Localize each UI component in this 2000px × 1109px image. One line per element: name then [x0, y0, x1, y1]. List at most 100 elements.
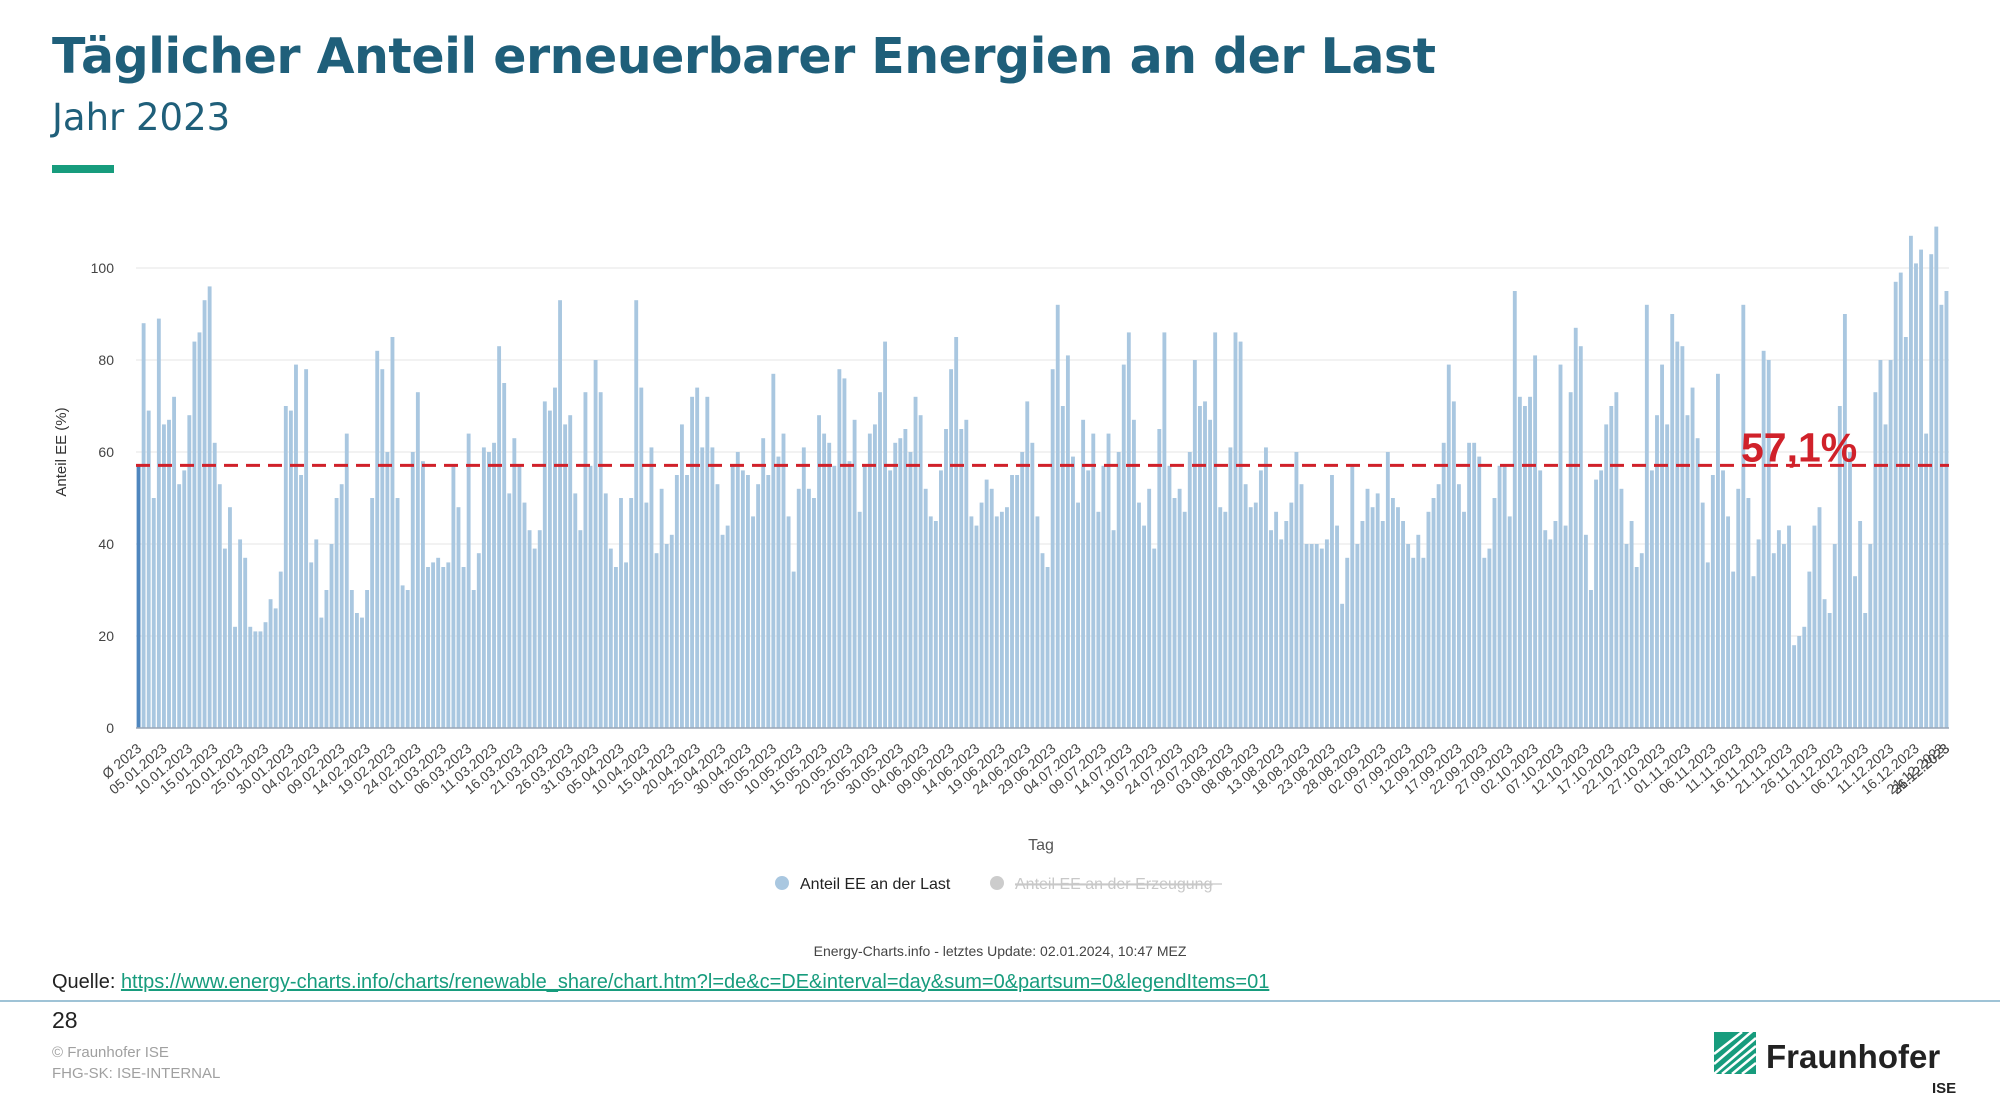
bar-day[interactable]	[1243, 484, 1248, 728]
bar-day[interactable]	[756, 484, 761, 728]
bar-day[interactable]	[852, 419, 857, 728]
bar-day[interactable]	[1258, 470, 1263, 728]
bar-day[interactable]	[1131, 419, 1136, 728]
bar-day[interactable]	[1365, 488, 1370, 728]
bar-day[interactable]	[1106, 433, 1111, 728]
bar-day[interactable]	[1792, 645, 1797, 728]
bar-day[interactable]	[695, 387, 700, 728]
bar-day[interactable]	[278, 571, 283, 728]
bar-day[interactable]	[1294, 452, 1299, 728]
bar-day[interactable]	[1116, 452, 1121, 728]
bar-day[interactable]	[365, 590, 369, 728]
bar-day[interactable]	[1827, 613, 1832, 728]
bar-day[interactable]	[405, 590, 410, 728]
bar-day[interactable]	[481, 447, 486, 728]
bar-day[interactable]	[1787, 525, 1791, 728]
bar-day[interactable]	[542, 401, 547, 728]
bar-day[interactable]	[1086, 470, 1091, 728]
bar-day[interactable]	[1939, 304, 1944, 728]
bar-day[interactable]	[1142, 525, 1146, 728]
bar-day[interactable]	[1421, 557, 1426, 728]
bar-day[interactable]	[1858, 521, 1863, 728]
bar-day[interactable]	[654, 553, 659, 728]
bar-day[interactable]	[1853, 576, 1857, 728]
bar-day[interactable]	[1350, 465, 1355, 728]
bar-day[interactable]	[1467, 442, 1472, 728]
bar-day[interactable]	[207, 286, 212, 728]
bar-day[interactable]	[918, 415, 923, 728]
bar-day[interactable]	[751, 516, 755, 728]
bar-day[interactable]	[669, 534, 674, 728]
bar-day[interactable]	[619, 498, 623, 728]
bar-day[interactable]	[1543, 530, 1548, 728]
bar-day[interactable]	[746, 475, 750, 728]
bar-day[interactable]	[705, 396, 710, 728]
bar-day[interactable]	[410, 452, 415, 728]
bar-day[interactable]	[537, 530, 542, 728]
bar-day[interactable]	[1192, 360, 1197, 728]
bar-day[interactable]	[436, 557, 441, 728]
bar-day[interactable]	[1563, 525, 1568, 728]
bar-day[interactable]	[1924, 433, 1929, 728]
bar-day[interactable]	[1700, 502, 1705, 728]
bar-day[interactable]	[228, 507, 232, 728]
bar-day[interactable]	[1091, 433, 1096, 728]
bar-day[interactable]	[1629, 521, 1634, 728]
bar-day[interactable]	[624, 562, 628, 728]
bar-day[interactable]	[1304, 544, 1309, 728]
bar-day[interactable]	[233, 626, 237, 728]
bar-day[interactable]	[1609, 406, 1614, 728]
bar-day[interactable]	[487, 452, 491, 728]
bar-day[interactable]	[791, 571, 796, 728]
bar-day[interactable]	[1162, 332, 1167, 728]
bar-day[interactable]	[1548, 539, 1553, 728]
legend-item-generation[interactable]: Anteil EE an der Erzeugung	[990, 876, 1222, 893]
bar-day[interactable]	[1766, 360, 1771, 728]
bar-day[interactable]	[832, 465, 837, 728]
bar-day[interactable]	[1137, 502, 1141, 728]
bar-day[interactable]	[360, 617, 364, 728]
bar-day[interactable]	[649, 447, 654, 728]
bar-day[interactable]	[354, 613, 359, 728]
bar-day[interactable]	[1842, 314, 1847, 728]
bar-day[interactable]	[1396, 507, 1400, 728]
bar-day[interactable]	[1472, 442, 1477, 728]
source-link[interactable]: https://www.energy-charts.info/charts/re…	[120, 971, 1270, 993]
bar-day[interactable]	[1370, 507, 1375, 728]
bar-day[interactable]	[1213, 332, 1218, 728]
bar-day[interactable]	[1274, 511, 1279, 728]
bar-day[interactable]	[781, 433, 786, 728]
bar-day[interactable]	[1020, 452, 1025, 728]
bar-day[interactable]	[334, 498, 339, 728]
bar-day[interactable]	[238, 539, 243, 728]
bar-day[interactable]	[1177, 488, 1182, 728]
bar-day[interactable]	[1583, 534, 1588, 728]
bar-day[interactable]	[390, 337, 395, 728]
bar-day[interactable]	[1385, 452, 1390, 728]
bar-day[interactable]	[573, 493, 578, 728]
bar-day[interactable]	[400, 585, 405, 728]
bar-day[interactable]	[1771, 553, 1776, 728]
bar-day[interactable]	[888, 470, 893, 728]
bar-day[interactable]	[248, 626, 253, 728]
bar-day[interactable]	[949, 369, 954, 728]
bar-day[interactable]	[431, 562, 436, 728]
bar-day[interactable]	[933, 521, 938, 728]
bar-day[interactable]	[1614, 392, 1619, 728]
bar-day[interactable]	[827, 442, 832, 728]
bar-day[interactable]	[629, 498, 634, 728]
bar-day[interactable]	[710, 447, 715, 728]
bar-day[interactable]	[1721, 470, 1725, 728]
bar-day[interactable]	[893, 442, 898, 728]
bar-day[interactable]	[1208, 419, 1213, 728]
bar-day[interactable]	[1538, 470, 1543, 728]
bar-day[interactable]	[1218, 507, 1223, 728]
bar-day[interactable]	[294, 364, 298, 728]
bar-day[interactable]	[1680, 346, 1685, 728]
bar-day[interactable]	[715, 484, 720, 728]
bar-day[interactable]	[1030, 442, 1035, 728]
bar-day[interactable]	[553, 387, 557, 728]
bar-day[interactable]	[939, 470, 943, 728]
bar-day[interactable]	[1299, 484, 1304, 728]
bar-day[interactable]	[786, 516, 791, 728]
